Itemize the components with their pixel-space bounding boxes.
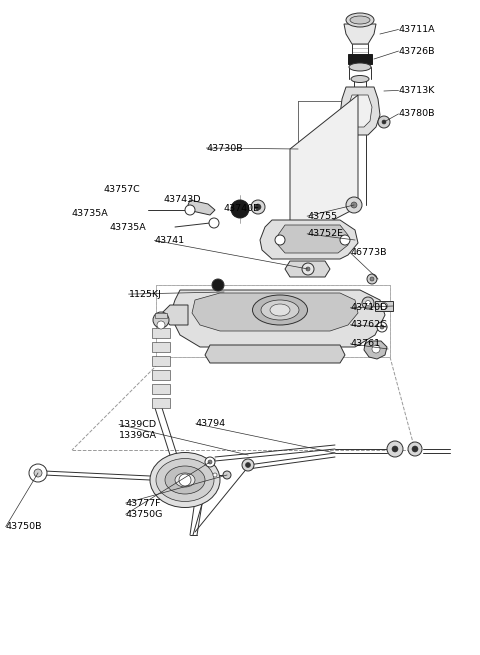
Circle shape xyxy=(412,446,418,452)
Bar xyxy=(152,356,170,366)
Circle shape xyxy=(380,325,384,329)
Circle shape xyxy=(157,321,165,329)
Polygon shape xyxy=(285,261,330,277)
Text: 43713K: 43713K xyxy=(398,86,435,95)
Circle shape xyxy=(408,442,422,456)
Circle shape xyxy=(367,274,377,284)
Circle shape xyxy=(205,457,215,467)
Text: 1339CD: 1339CD xyxy=(119,420,157,429)
Circle shape xyxy=(362,297,374,309)
Bar xyxy=(152,384,170,394)
Circle shape xyxy=(351,202,357,208)
Ellipse shape xyxy=(150,453,220,508)
Bar xyxy=(152,398,170,408)
Circle shape xyxy=(213,473,217,477)
Circle shape xyxy=(340,235,350,245)
Text: 43711A: 43711A xyxy=(398,25,435,34)
Circle shape xyxy=(251,200,265,214)
Ellipse shape xyxy=(349,63,371,71)
Circle shape xyxy=(382,120,386,124)
Text: 43726B: 43726B xyxy=(398,47,435,56)
Circle shape xyxy=(29,464,47,482)
Circle shape xyxy=(209,218,219,228)
Ellipse shape xyxy=(261,300,299,320)
Text: 43735A: 43735A xyxy=(71,209,108,218)
Circle shape xyxy=(377,322,387,332)
Polygon shape xyxy=(170,290,385,347)
Text: 43761: 43761 xyxy=(350,339,381,348)
Circle shape xyxy=(179,474,191,486)
Circle shape xyxy=(245,462,251,468)
Text: 46773B: 46773B xyxy=(350,248,387,257)
Bar xyxy=(152,370,170,380)
Ellipse shape xyxy=(351,75,369,83)
Ellipse shape xyxy=(350,16,370,24)
Polygon shape xyxy=(260,220,358,259)
Ellipse shape xyxy=(156,458,214,502)
Polygon shape xyxy=(340,87,380,135)
Ellipse shape xyxy=(175,473,195,487)
Text: 43743D: 43743D xyxy=(163,195,201,204)
Text: 1339GA: 1339GA xyxy=(119,431,157,440)
Circle shape xyxy=(387,441,403,457)
Circle shape xyxy=(185,205,195,215)
Text: 43752E: 43752E xyxy=(307,229,343,238)
Text: 43794: 43794 xyxy=(196,419,226,428)
Circle shape xyxy=(370,277,374,281)
Bar xyxy=(375,301,393,311)
Circle shape xyxy=(255,204,261,210)
Ellipse shape xyxy=(252,295,308,325)
Text: 43750G: 43750G xyxy=(126,510,163,519)
Circle shape xyxy=(346,197,362,213)
Circle shape xyxy=(378,116,390,128)
Circle shape xyxy=(392,446,398,452)
Text: 43740E: 43740E xyxy=(223,204,259,213)
Circle shape xyxy=(275,235,285,245)
Text: 43755: 43755 xyxy=(307,212,337,221)
Text: 43730B: 43730B xyxy=(206,143,243,153)
Bar xyxy=(155,313,167,318)
Polygon shape xyxy=(192,293,358,331)
Circle shape xyxy=(381,303,387,310)
Polygon shape xyxy=(364,341,387,359)
Polygon shape xyxy=(348,95,372,127)
Polygon shape xyxy=(344,24,376,44)
Text: 43710D: 43710D xyxy=(350,303,388,312)
Text: 43762C: 43762C xyxy=(350,320,387,329)
Polygon shape xyxy=(278,225,348,253)
Circle shape xyxy=(212,279,224,291)
Circle shape xyxy=(372,345,380,353)
Polygon shape xyxy=(290,95,358,229)
Text: 43757C: 43757C xyxy=(103,185,140,195)
Circle shape xyxy=(208,460,212,464)
Circle shape xyxy=(153,312,169,328)
Ellipse shape xyxy=(165,466,205,494)
Text: 43777F: 43777F xyxy=(126,498,161,508)
Ellipse shape xyxy=(270,304,290,316)
Text: 43750B: 43750B xyxy=(6,522,42,531)
Polygon shape xyxy=(188,200,215,215)
Bar xyxy=(152,342,170,352)
Text: 43741: 43741 xyxy=(155,236,185,245)
Ellipse shape xyxy=(346,13,374,27)
Circle shape xyxy=(34,469,42,477)
Bar xyxy=(152,328,170,338)
Circle shape xyxy=(242,459,254,471)
Text: 43735A: 43735A xyxy=(109,223,146,232)
Polygon shape xyxy=(348,54,372,64)
Polygon shape xyxy=(205,345,345,363)
Text: 43780B: 43780B xyxy=(398,109,435,119)
Circle shape xyxy=(231,200,249,218)
Circle shape xyxy=(365,301,371,305)
Text: 1125KJ: 1125KJ xyxy=(129,290,161,299)
Circle shape xyxy=(306,267,310,271)
Circle shape xyxy=(223,471,231,479)
Polygon shape xyxy=(162,305,188,325)
Circle shape xyxy=(302,263,314,275)
